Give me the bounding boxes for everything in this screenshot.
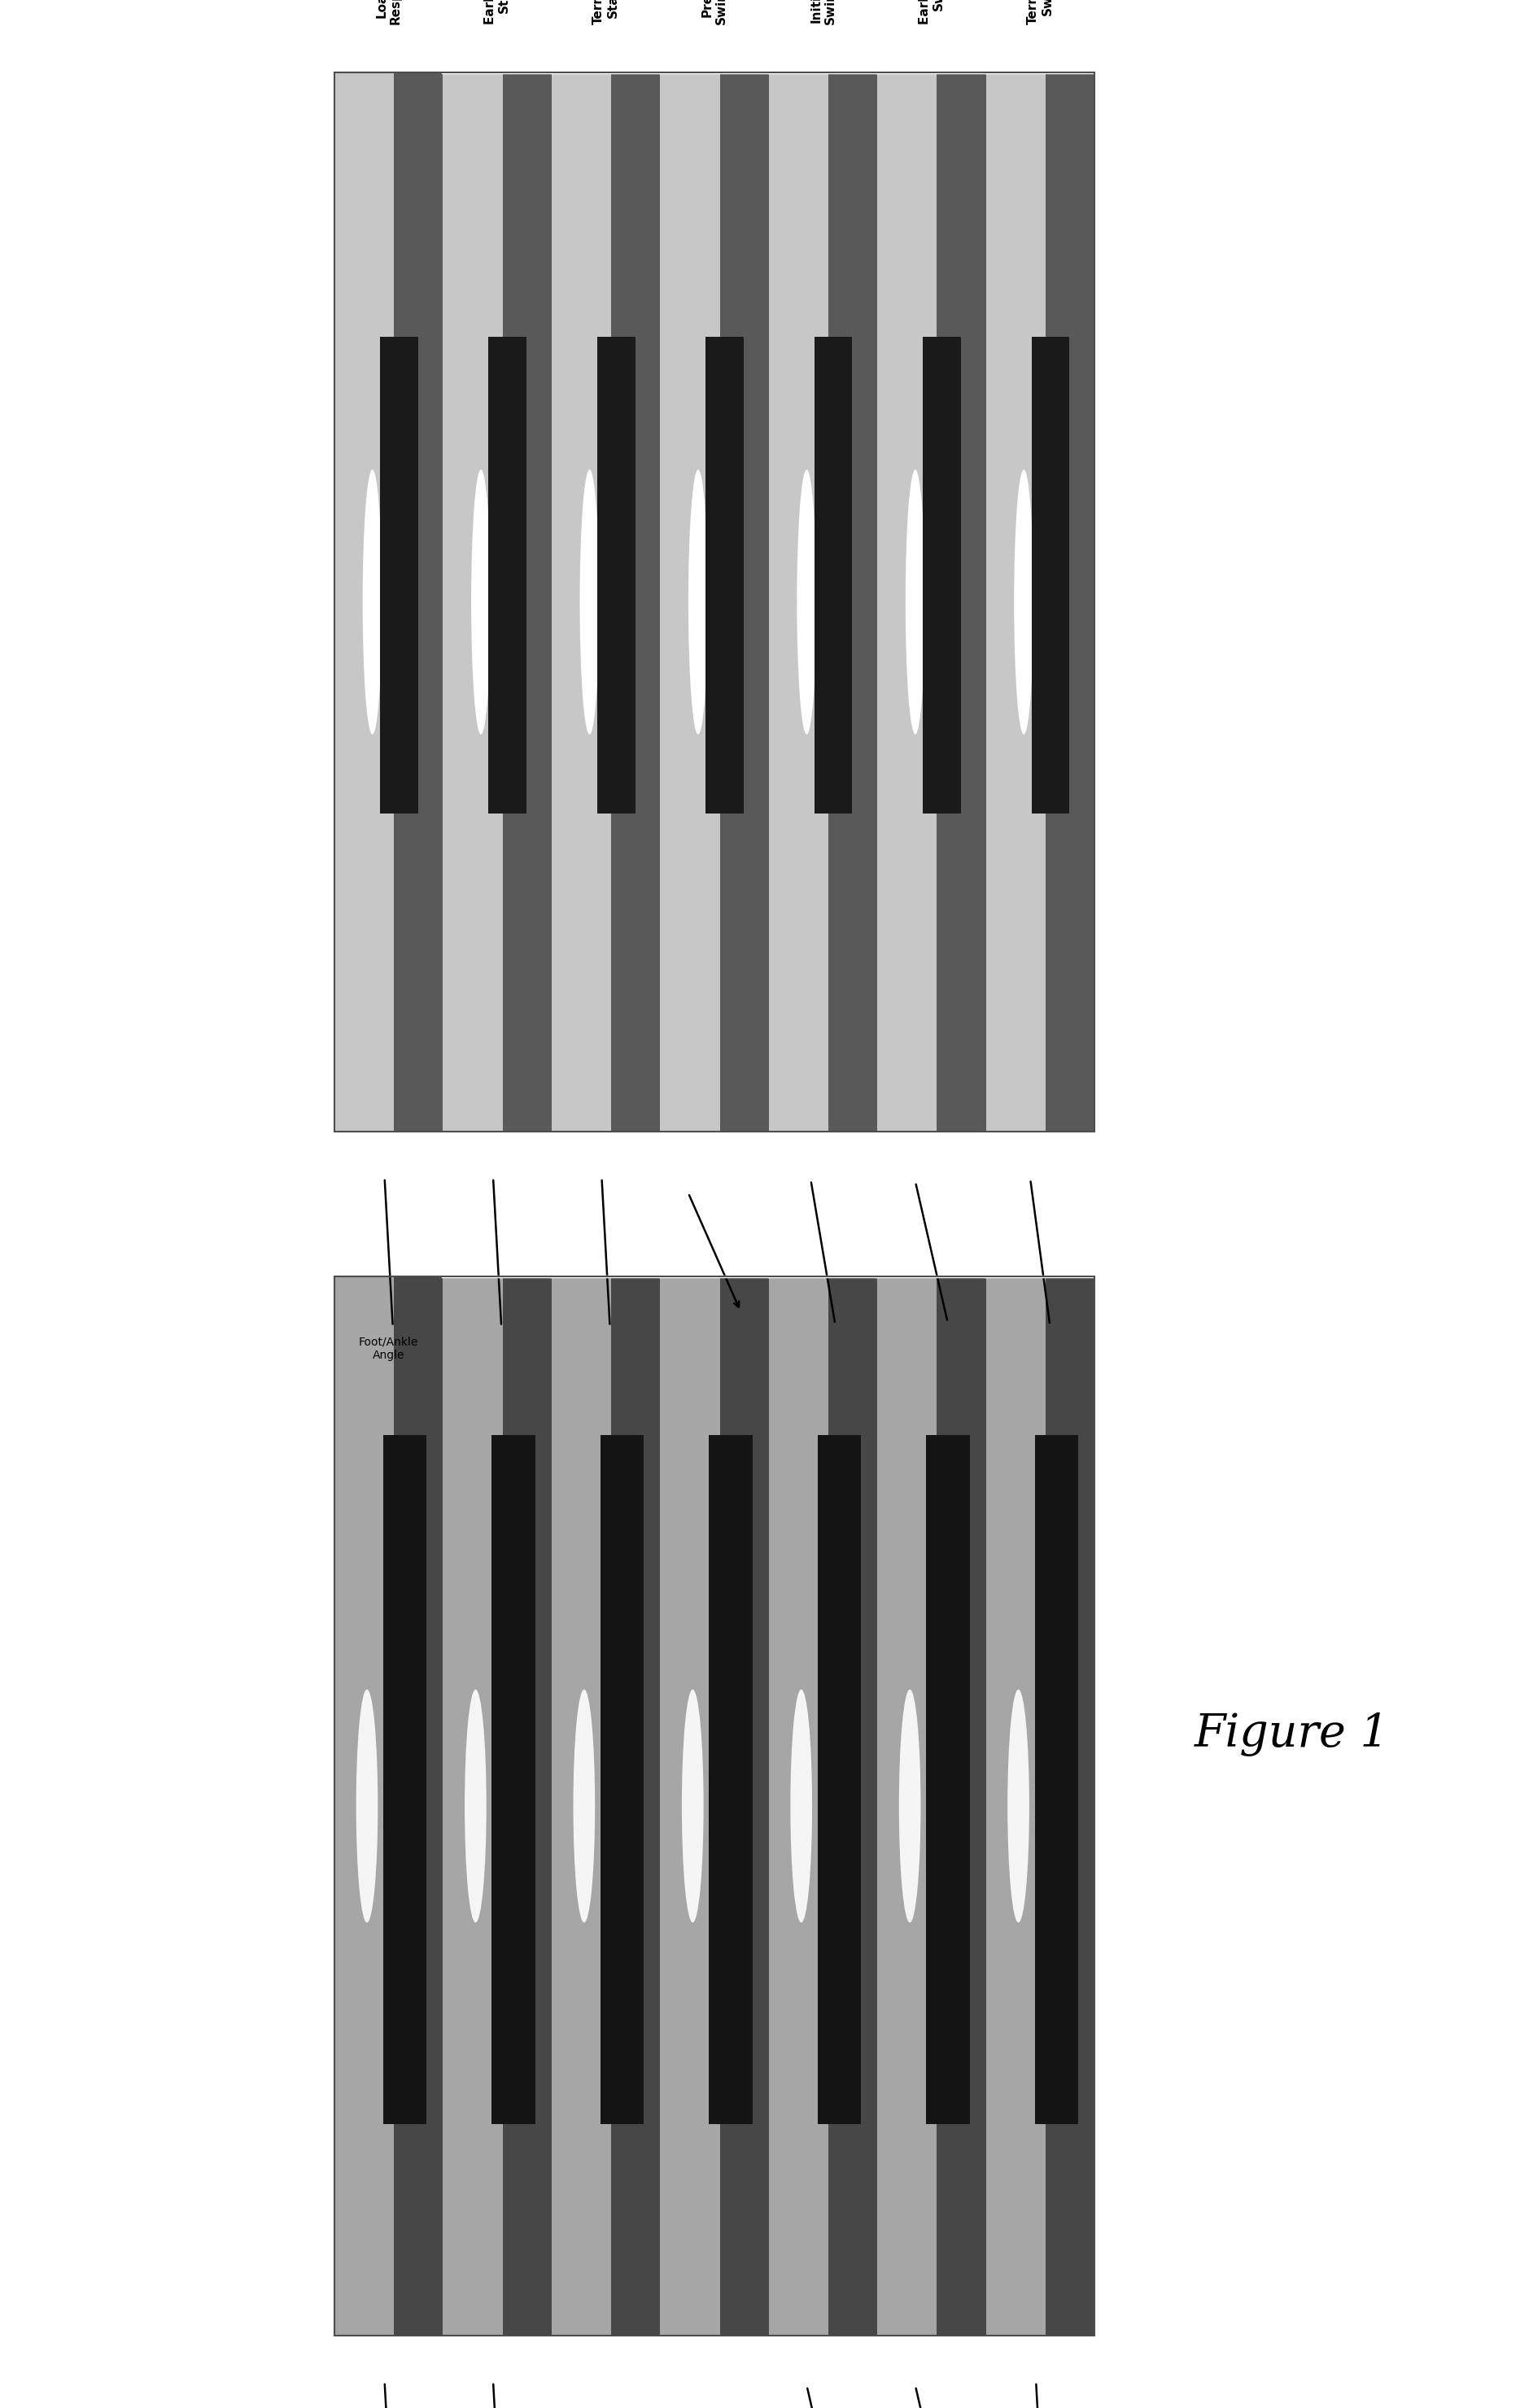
Bar	[442, 72, 552, 1132]
Bar	[660, 72, 769, 1132]
Bar	[769, 1276, 877, 2336]
Bar	[334, 72, 1094, 1132]
Bar	[720, 1276, 769, 2336]
Bar	[1035, 1435, 1078, 2124]
Bar	[597, 337, 635, 814]
Bar	[926, 1435, 970, 2124]
Bar	[383, 1435, 427, 2124]
Bar	[611, 1276, 660, 2336]
Ellipse shape	[356, 1690, 378, 1922]
Text: Early Mid-
Stance: Early Mid- Stance	[483, 0, 511, 24]
Bar	[986, 1276, 1094, 2336]
Bar	[769, 72, 877, 1132]
Ellipse shape	[363, 470, 382, 734]
Text: Terminal
Swing: Terminal Swing	[1028, 0, 1053, 24]
Ellipse shape	[465, 1690, 486, 1922]
Ellipse shape	[1008, 1690, 1029, 1922]
Bar	[394, 1276, 442, 2336]
Bar	[828, 1276, 877, 2336]
Bar	[936, 72, 986, 1132]
Ellipse shape	[796, 470, 816, 734]
Bar	[492, 1435, 535, 2124]
Ellipse shape	[682, 1690, 704, 1922]
Text: Initial
Swing: Initial Swing	[810, 0, 836, 24]
Text: Terminal
Stance: Terminal Stance	[593, 0, 619, 24]
Bar	[503, 1276, 552, 2336]
Ellipse shape	[579, 470, 599, 734]
Ellipse shape	[898, 1690, 921, 1922]
Bar	[488, 337, 526, 814]
Bar	[877, 72, 986, 1132]
Bar	[815, 337, 853, 814]
Bar	[986, 72, 1094, 1132]
Text: Figure 1: Figure 1	[1195, 1712, 1389, 1755]
Bar	[818, 1435, 860, 2124]
Bar	[334, 1276, 1094, 2336]
Text: Pre-
Swing: Pre- Swing	[701, 0, 728, 24]
Bar	[923, 337, 961, 814]
Text: Early Mid-
Swing: Early Mid- Swing	[918, 0, 945, 24]
Bar	[334, 72, 442, 1132]
Bar	[1046, 72, 1094, 1132]
Bar	[720, 72, 769, 1132]
Bar	[442, 1276, 552, 2336]
Bar	[503, 72, 552, 1132]
Ellipse shape	[689, 470, 708, 734]
Bar	[936, 1276, 986, 2336]
Ellipse shape	[906, 470, 926, 734]
Bar	[705, 337, 743, 814]
Bar	[380, 337, 418, 814]
Bar	[611, 72, 660, 1132]
Bar	[334, 1276, 442, 2336]
Text: Foot/Ankle
Angle: Foot/Ankle Angle	[359, 1336, 418, 1361]
Ellipse shape	[471, 470, 491, 734]
Bar	[552, 72, 660, 1132]
Text: Loading
Response: Loading Response	[375, 0, 401, 24]
Bar	[552, 1276, 660, 2336]
Bar	[600, 1435, 644, 2124]
Bar	[660, 1276, 769, 2336]
Bar	[877, 1276, 986, 2336]
Bar	[1032, 337, 1070, 814]
Ellipse shape	[790, 1690, 812, 1922]
Ellipse shape	[1014, 470, 1034, 734]
Bar	[394, 72, 442, 1132]
Bar	[1046, 1276, 1094, 2336]
Ellipse shape	[573, 1690, 594, 1922]
Bar	[708, 1435, 752, 2124]
Bar	[828, 72, 877, 1132]
